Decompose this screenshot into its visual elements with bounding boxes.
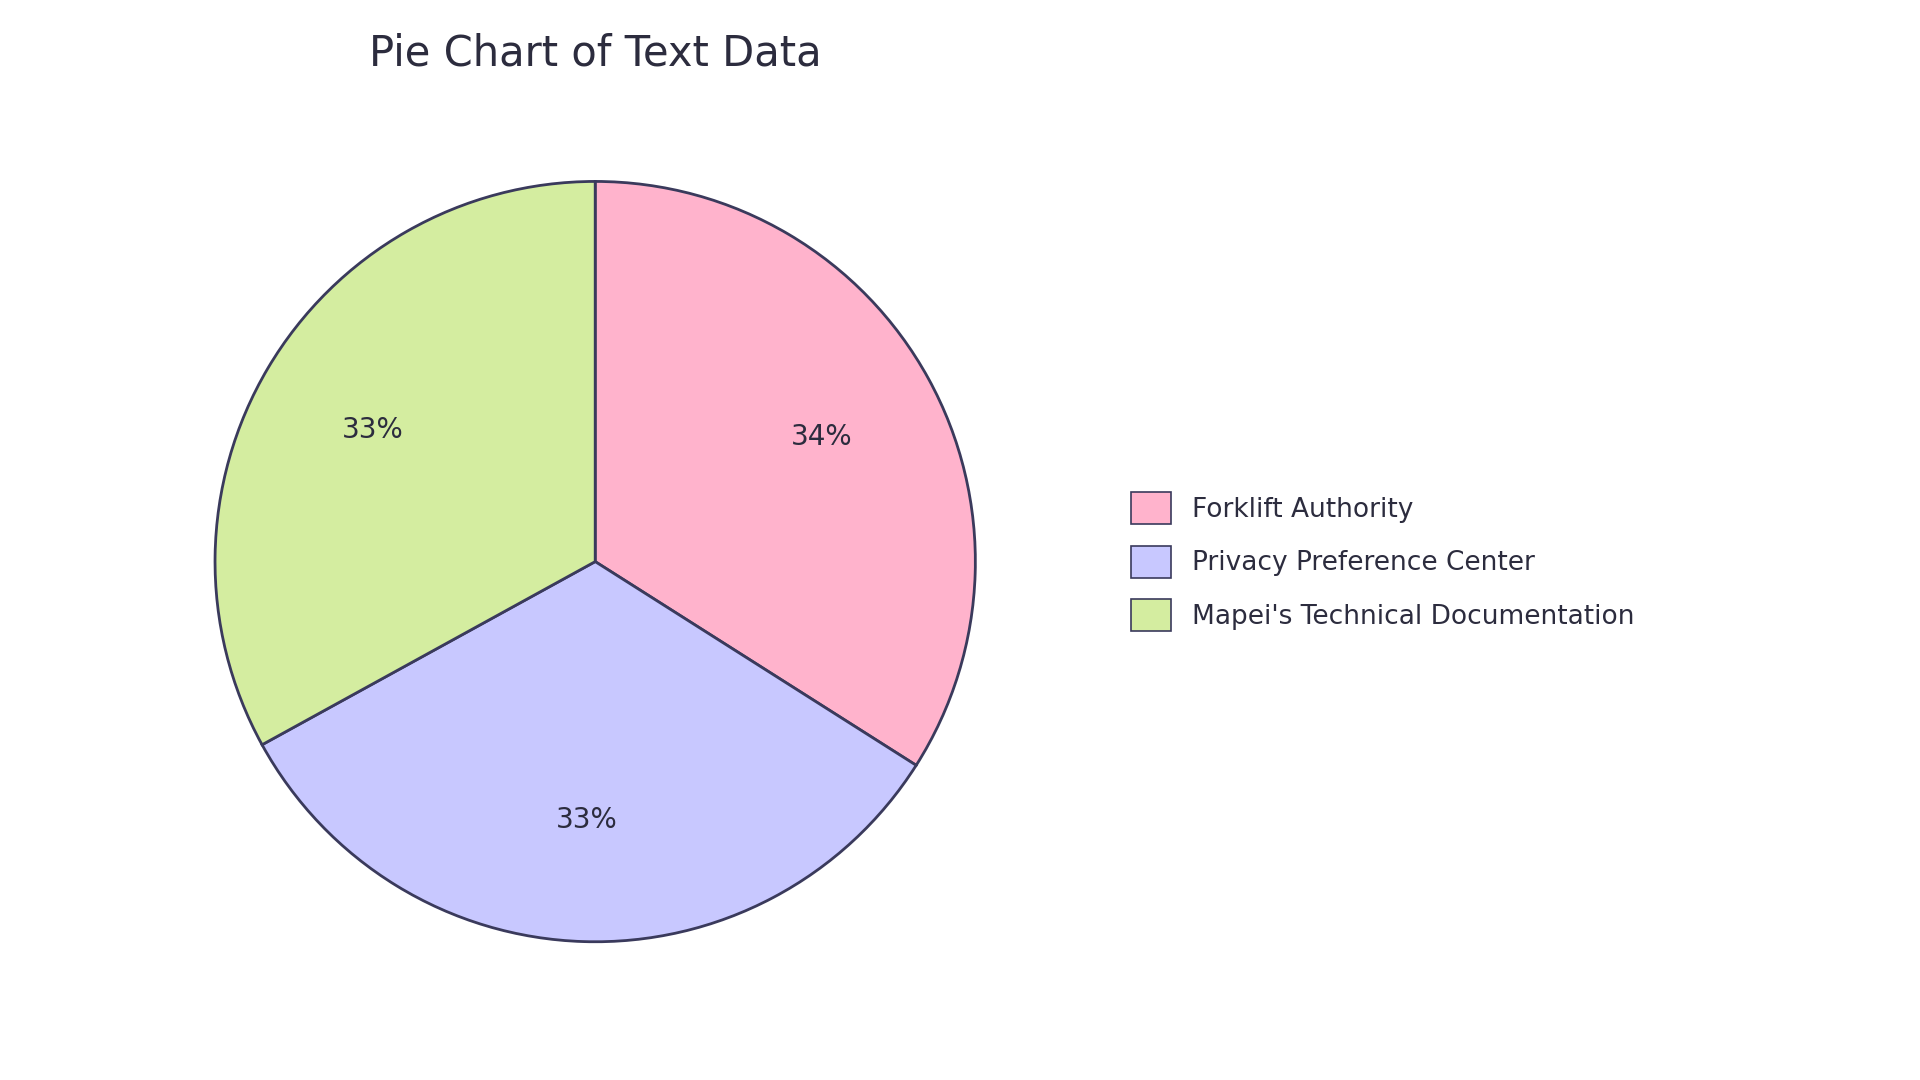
Legend: Forklift Authority, Privacy Preference Center, Mapei's Technical Documentation: Forklift Authority, Privacy Preference C… [1131, 492, 1634, 631]
Wedge shape [595, 181, 975, 766]
Text: 34%: 34% [791, 423, 852, 451]
Text: 33%: 33% [342, 416, 403, 444]
Wedge shape [261, 562, 916, 942]
Text: 33%: 33% [557, 806, 618, 834]
Wedge shape [215, 181, 595, 745]
Title: Pie Chart of Text Data: Pie Chart of Text Data [369, 32, 822, 75]
